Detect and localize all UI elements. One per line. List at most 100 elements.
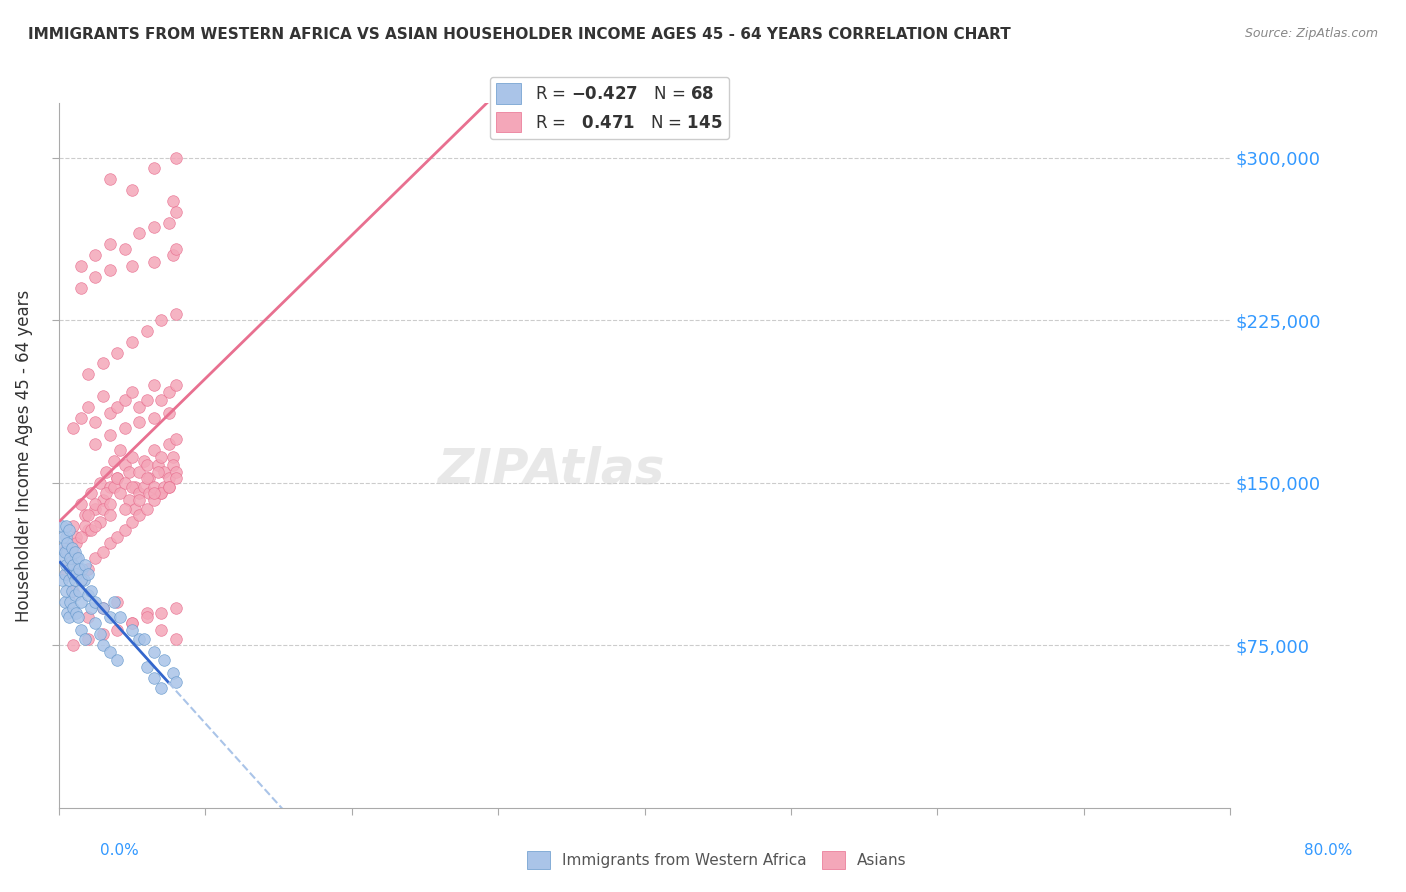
Point: [89, 515, 111, 529]
Point: [142, 161, 165, 176]
Point: [148, 465, 170, 479]
Point: [77, 368, 100, 382]
Point: [63, 588, 86, 602]
Point: [69, 595, 91, 609]
Point: [53, 595, 76, 609]
Point: [51, 573, 73, 587]
Point: [128, 486, 150, 500]
Point: [69, 259, 91, 273]
Point: [157, 480, 180, 494]
Point: [142, 645, 165, 659]
Point: [62, 545, 84, 559]
Point: [60, 583, 83, 598]
Point: [135, 471, 157, 485]
Point: [114, 242, 136, 256]
Point: [67, 583, 90, 598]
Point: [165, 675, 187, 690]
Point: [77, 566, 100, 581]
Point: [105, 623, 128, 637]
Point: [91, 545, 114, 559]
Point: [165, 632, 187, 646]
Point: [52, 551, 75, 566]
Point: [157, 216, 180, 230]
Point: [135, 324, 157, 338]
Point: [84, 616, 107, 631]
Point: [128, 415, 150, 429]
Point: [98, 508, 121, 522]
Point: [118, 492, 141, 507]
Point: [98, 610, 121, 624]
Point: [108, 443, 131, 458]
Point: [105, 400, 128, 414]
Point: [56, 606, 79, 620]
Point: [114, 475, 136, 490]
Legend: Immigrants from Western Africa, Asians: Immigrants from Western Africa, Asians: [522, 845, 912, 875]
Point: [84, 497, 107, 511]
Point: [55, 566, 77, 581]
Point: [77, 508, 100, 522]
Point: [77, 588, 100, 602]
Point: [165, 307, 187, 321]
Point: [157, 436, 180, 450]
Point: [69, 573, 91, 587]
Point: [135, 610, 157, 624]
Point: [157, 480, 180, 494]
Point: [150, 393, 173, 408]
Point: [80, 583, 103, 598]
Point: [84, 595, 107, 609]
Point: [142, 492, 165, 507]
Point: [84, 269, 107, 284]
Point: [77, 632, 100, 646]
Point: [84, 248, 107, 262]
Point: [150, 486, 173, 500]
Point: [58, 610, 80, 624]
Point: [142, 480, 165, 494]
Point: [121, 259, 143, 273]
Point: [91, 389, 114, 403]
Point: [62, 519, 84, 533]
Point: [142, 219, 165, 234]
Point: [150, 450, 173, 464]
Point: [108, 486, 131, 500]
Point: [165, 465, 187, 479]
Point: [91, 501, 114, 516]
Legend: R = $\mathbf{-0.427}$   N = $\mathbf{68}$, R =   $\mathbf{0.471}$   N = $\mathbf: R = $\mathbf{-0.427}$ N = $\mathbf{68}$,…: [489, 77, 728, 139]
Point: [114, 458, 136, 473]
Point: [51, 519, 73, 533]
Point: [77, 523, 100, 537]
Point: [128, 508, 150, 522]
Y-axis label: Householder Income Ages 45 - 64 years: Householder Income Ages 45 - 64 years: [15, 289, 32, 622]
Point: [72, 573, 94, 587]
Point: [150, 486, 173, 500]
Point: [60, 541, 83, 555]
Point: [162, 666, 184, 681]
Point: [132, 454, 155, 468]
Point: [63, 573, 86, 587]
Point: [84, 436, 107, 450]
Point: [89, 627, 111, 641]
Point: [165, 204, 187, 219]
Point: [142, 671, 165, 685]
Point: [69, 410, 91, 425]
Point: [73, 632, 96, 646]
Point: [58, 523, 80, 537]
Point: [128, 400, 150, 414]
Point: [65, 551, 87, 566]
Point: [69, 280, 91, 294]
Point: [103, 595, 125, 609]
Point: [55, 519, 77, 533]
Point: [58, 573, 80, 587]
Point: [98, 645, 121, 659]
Point: [150, 313, 173, 327]
Point: [118, 465, 141, 479]
Point: [67, 562, 90, 576]
Point: [157, 471, 180, 485]
Point: [124, 501, 146, 516]
Point: [77, 400, 100, 414]
Point: [55, 558, 77, 572]
Point: [105, 471, 128, 485]
Point: [153, 480, 176, 494]
Point: [128, 492, 150, 507]
Point: [63, 545, 86, 559]
Point: [121, 183, 143, 197]
